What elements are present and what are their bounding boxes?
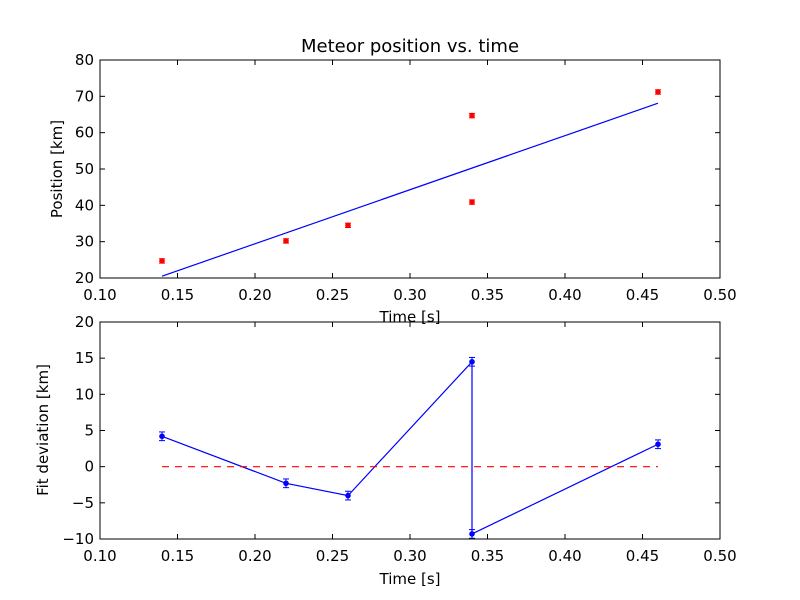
position-fit-line [161,102,659,277]
position-ytick-label: 40 [75,196,94,214]
position-xtick-label: 0.50 [703,286,736,304]
position-chart-ticks: 0.10 0.15 0.20 0.25 0.30 0.35 0.40 0.45 0.50 20 30… [75,51,737,304]
deviation-xtick-label: 0.10 [83,547,116,565]
position-xtick-label: 0.30 [393,286,426,304]
position-xtick-label: 0.10 [83,286,116,304]
deviation-data-point [345,492,351,499]
position-ytick-label: 30 [75,233,94,251]
deviation-chart-data [159,356,661,539]
deviation-chart: 0.10 0.15 0.20 0.25 0.30 0.35 0.40 0.45 0.50 −10 −… [34,313,737,588]
position-xtick-label: 0.45 [626,286,659,304]
position-chart-ylabel: Position [km] [48,120,66,218]
position-data-point [345,222,351,229]
deviation-xtick-label: 0.35 [471,547,504,565]
deviation-data-point [469,531,475,537]
deviation-data-point [283,480,289,487]
position-ytick-label: 20 [75,269,94,287]
position-data-point [469,112,475,119]
deviation-ytick-label: 15 [75,349,94,367]
position-xtick-label: 0.20 [238,286,271,304]
deviation-xtick-label: 0.45 [626,547,659,565]
position-ytick-label: 70 [75,87,94,105]
position-data-point [283,238,289,244]
deviation-errorbar-line [161,360,659,535]
deviation-xtick-label: 0.30 [393,547,426,565]
deviation-xtick-label: 0.20 [238,547,271,565]
deviation-ytick-label: 0 [84,458,94,476]
deviation-ytick-label: −10 [62,530,94,548]
position-chart-data [159,89,661,277]
position-xtick-label: 0.15 [161,286,194,304]
deviation-xtick-label: 0.25 [316,547,349,565]
position-data-point [159,258,165,264]
position-ytick-label: 60 [75,124,94,142]
deviation-ytick-label: 5 [84,422,94,440]
deviation-ytick-label: −5 [72,494,94,512]
position-xtick-label: 0.35 [471,286,504,304]
deviation-xtick-label: 0.40 [548,547,581,565]
deviation-chart-ticks: 0.10 0.15 0.20 0.25 0.30 0.35 0.40 0.45 0.50 −10 −… [62,313,736,565]
deviation-xtick-label: 0.50 [703,547,736,565]
deviation-ytick-label: 20 [75,313,94,331]
position-chart-title: Meteor position vs. time [301,36,519,57]
position-ytick-label: 80 [75,51,94,69]
deviation-ytick-label: 10 [75,385,94,403]
position-data-point [655,89,661,95]
position-ytick-label: 50 [75,160,94,178]
deviation-xtick-label: 0.15 [161,547,194,565]
deviation-data-point [159,433,165,440]
position-xtick-label: 0.25 [316,286,349,304]
deviation-chart-xlabel: Time [s] [379,570,441,588]
deviation-data-point [469,358,475,365]
deviation-data-point [655,441,661,448]
position-xtick-label: 0.40 [548,286,581,304]
deviation-chart-ylabel: Fit deviation [km] [34,364,52,496]
position-data-point [469,199,475,205]
